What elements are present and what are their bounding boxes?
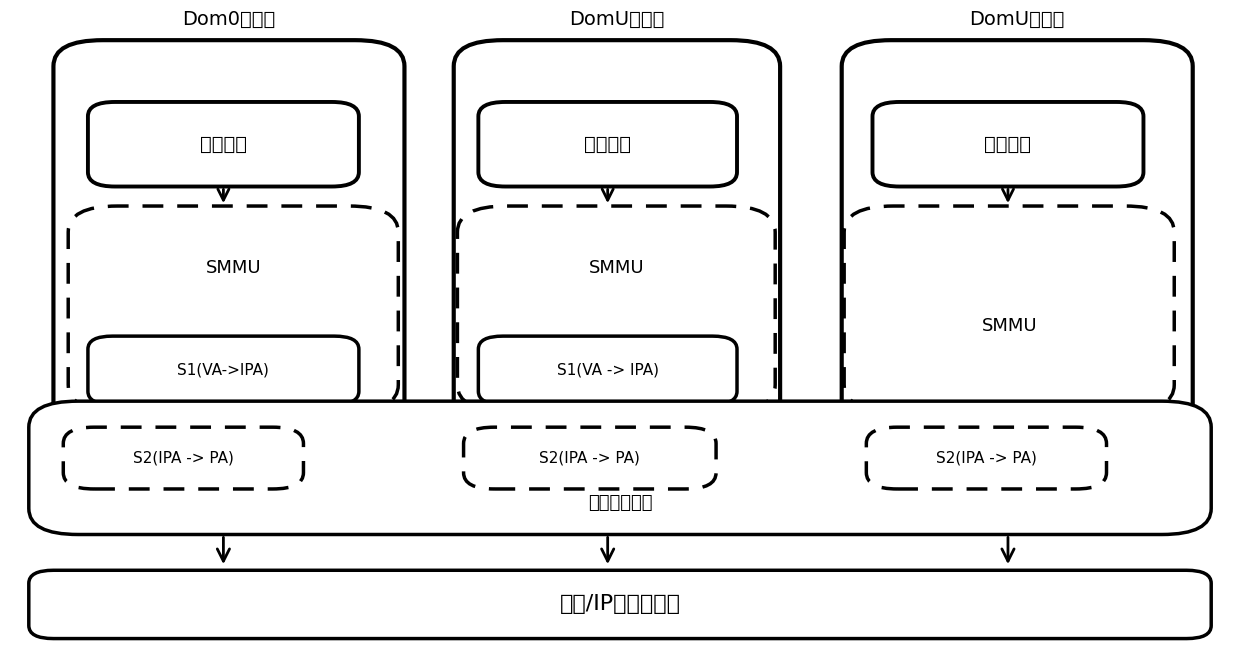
Text: 内存/IP模块寄存器: 内存/IP模块寄存器: [559, 594, 681, 614]
FancyBboxPatch shape: [458, 206, 775, 411]
FancyBboxPatch shape: [88, 102, 358, 186]
FancyBboxPatch shape: [479, 336, 737, 405]
Text: S1(VA -> IPA): S1(VA -> IPA): [557, 362, 658, 378]
FancyBboxPatch shape: [454, 40, 780, 440]
FancyBboxPatch shape: [464, 427, 715, 489]
Text: SMMU: SMMU: [206, 259, 262, 277]
Text: DomU虚拟机: DomU虚拟机: [569, 9, 665, 28]
FancyBboxPatch shape: [29, 401, 1211, 534]
Text: 硬件设备: 硬件设备: [584, 134, 631, 154]
Text: SMMU: SMMU: [981, 318, 1037, 335]
FancyBboxPatch shape: [68, 206, 398, 411]
Text: 硬件设备: 硬件设备: [985, 134, 1032, 154]
Text: S2(IPA -> PA): S2(IPA -> PA): [539, 451, 640, 465]
Text: S2(IPA -> PA): S2(IPA -> PA): [133, 451, 234, 465]
FancyBboxPatch shape: [842, 40, 1193, 440]
Text: S2(IPA -> PA): S2(IPA -> PA): [936, 451, 1037, 465]
FancyBboxPatch shape: [29, 570, 1211, 639]
Text: 虚拟机监视器: 虚拟机监视器: [588, 494, 652, 512]
FancyBboxPatch shape: [479, 102, 737, 186]
Text: SMMU: SMMU: [589, 259, 644, 277]
FancyBboxPatch shape: [63, 427, 304, 489]
FancyBboxPatch shape: [867, 427, 1106, 489]
Text: S1(VA->IPA): S1(VA->IPA): [177, 362, 269, 378]
FancyBboxPatch shape: [53, 40, 404, 440]
Text: DomU虚拟机: DomU虚拟机: [970, 9, 1065, 28]
FancyBboxPatch shape: [88, 336, 358, 405]
Text: Dom0虚拟机: Dom0虚拟机: [182, 9, 275, 28]
Text: 硬件设备: 硬件设备: [200, 134, 247, 154]
FancyBboxPatch shape: [873, 102, 1143, 186]
FancyBboxPatch shape: [844, 206, 1174, 411]
